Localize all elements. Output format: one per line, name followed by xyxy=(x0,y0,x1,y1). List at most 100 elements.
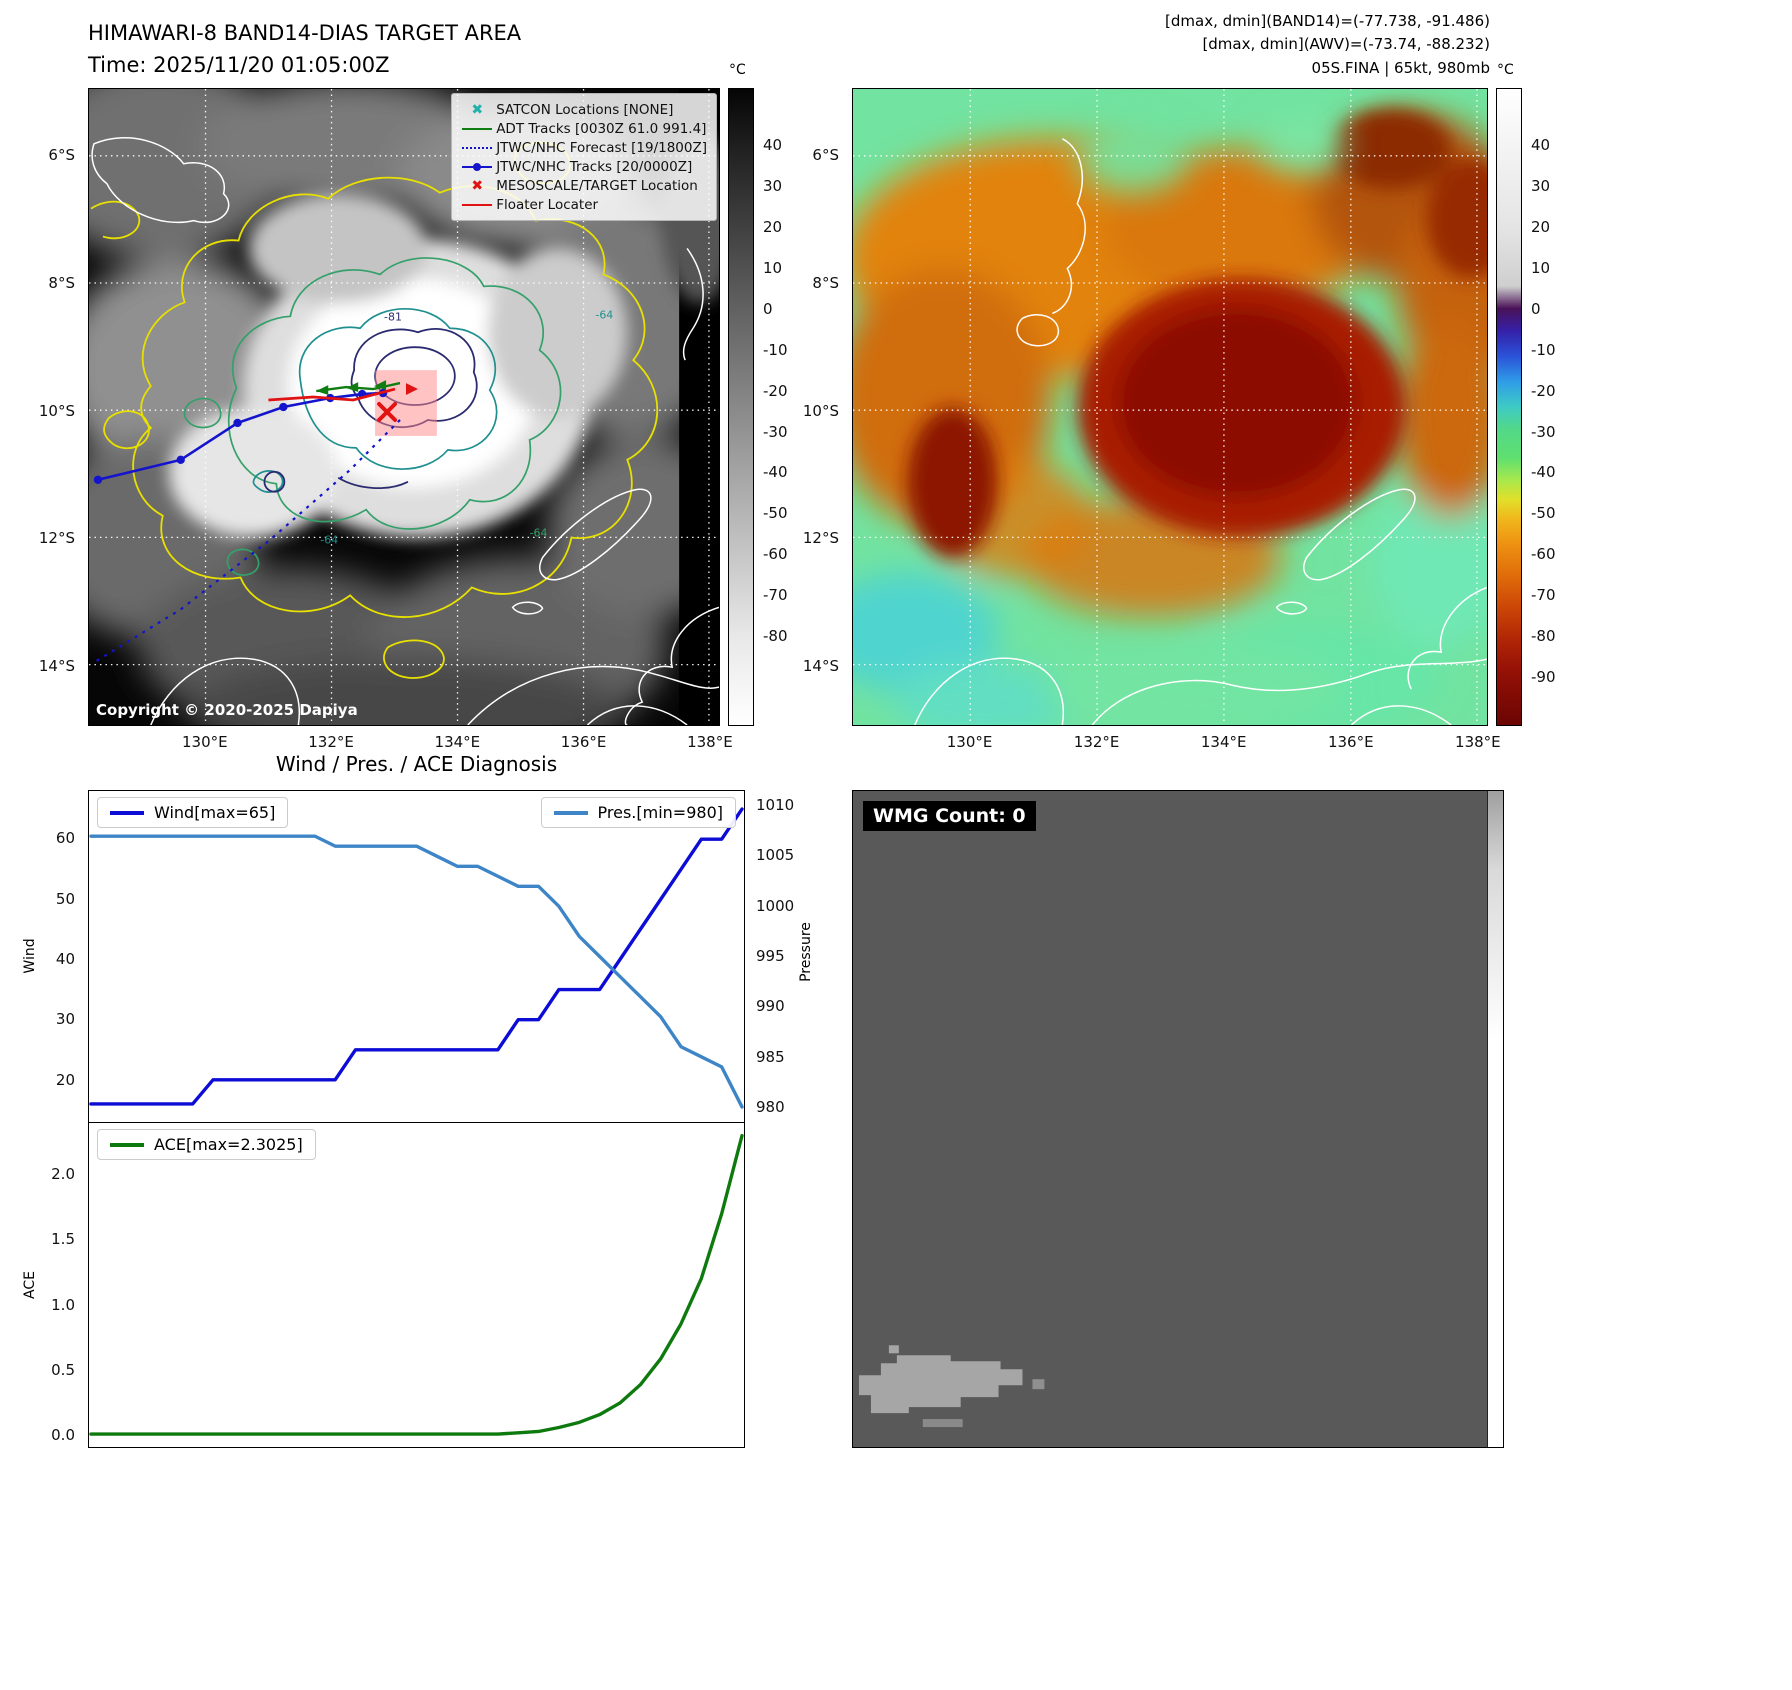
tick-label: 40 xyxy=(55,950,75,969)
title-line-2: Time: 2025/11/20 01:05:00Z xyxy=(88,52,390,77)
tick-label: 8°S xyxy=(48,273,75,292)
forecast-dotted-line-icon xyxy=(458,146,496,149)
title-line-1: HIMAWARI-8 BAND14-DIAS TARGET AREA xyxy=(88,21,522,45)
legend-label: Floater Locater xyxy=(496,196,599,213)
mesoscale-target-area xyxy=(375,370,437,436)
wind-series-line xyxy=(89,807,744,1106)
wind-legend-label: Wind[max=65] xyxy=(154,803,276,822)
pressure-axis-label: Pressure xyxy=(798,922,814,982)
tick-label: 40 xyxy=(763,136,783,155)
figure-title: HIMAWARI-8 BAND14-DIAS TARGET AREA Time:… xyxy=(88,18,521,81)
contours-green xyxy=(183,257,562,576)
tick-label: 2.0 xyxy=(51,1165,75,1184)
tick-label: -40 xyxy=(763,463,788,482)
wmg-cloud-blob xyxy=(858,1355,1023,1414)
wind-axis-ticks: 20 30 40 50 60 xyxy=(40,790,82,1122)
grid-lines xyxy=(853,89,1487,725)
tick-label: 20 xyxy=(1531,218,1551,237)
tick-label: -90 xyxy=(1531,667,1556,686)
wmg-count-badge: WMG Count: 0 xyxy=(863,801,1036,831)
wmg-panel: WMG Count: 0 xyxy=(852,790,1504,1448)
adt-line-icon xyxy=(458,127,496,130)
legend-label: SATCON Locations [NONE] xyxy=(496,101,674,118)
pressure-axis-ticks: 980 985 990 995 1000 1005 1010 xyxy=(749,790,795,1122)
band14-colorbar-ticks: 40 30 20 10 0 -10 -20 -30 -40 -50 -60 -70 -80 xyxy=(756,88,798,726)
tick-label: 1010 xyxy=(756,796,795,815)
tick-label: 995 xyxy=(756,947,785,965)
ace-axis-ticks: 0.0 0.5 1.0 1.5 2.0 xyxy=(40,1122,82,1448)
tick-label: 1.5 xyxy=(51,1230,75,1249)
coastlines xyxy=(91,137,719,725)
floater-line-icon xyxy=(458,203,496,206)
tick-label: 130°E xyxy=(181,733,228,751)
ace-legend: ACE[max=2.3025] xyxy=(97,1129,316,1160)
tick-label: 20 xyxy=(763,218,783,237)
copyright-text: Copyright © 2020-2025 Dapiya xyxy=(96,701,358,719)
legend-item: ADT Tracks [0030Z 61.0 991.4] xyxy=(458,119,707,138)
legend-item: JTWC/NHC Forecast [19/1800Z] xyxy=(458,138,707,157)
wmg-image xyxy=(853,791,1503,1447)
tick-label: 10 xyxy=(1531,258,1551,277)
tick-label: 136°E xyxy=(1327,733,1374,751)
legend-label: JTWC/NHC Tracks [20/0000Z] xyxy=(496,158,693,175)
tick-label: 6°S xyxy=(812,146,839,165)
legend-item: ✖ MESOSCALE/TARGET Location xyxy=(458,176,707,195)
tick-label: 14°S xyxy=(38,656,75,675)
awv-satellite-image xyxy=(853,89,1487,725)
contour-label: -81 xyxy=(384,310,402,323)
tick-label: 138°E xyxy=(687,733,733,751)
ace-line-icon xyxy=(110,1142,144,1147)
tick-label: -20 xyxy=(1531,381,1556,400)
tick-label: 60 xyxy=(55,829,75,848)
tick-label: 132°E xyxy=(308,733,354,751)
tick-label: 30 xyxy=(1531,177,1551,196)
tick-label: 30 xyxy=(763,177,783,196)
ace-chart: ACE[max=2.3025] xyxy=(88,1122,745,1448)
pressure-line-icon xyxy=(553,810,588,815)
tick-label: 8°S xyxy=(812,273,839,292)
tick-label: 130°E xyxy=(946,733,993,751)
awv-colorbar xyxy=(1496,88,1522,726)
legend-item: JTWC/NHC Tracks [20/0000Z] xyxy=(458,157,707,176)
tick-label: 10 xyxy=(763,258,783,277)
tick-label: 12°S xyxy=(802,529,839,548)
jtwc-forecast-line xyxy=(95,419,401,663)
tick-label: 12°S xyxy=(38,529,75,548)
tick-label: 1.0 xyxy=(51,1295,75,1314)
tick-label: 40 xyxy=(1531,136,1551,155)
tick-label: -30 xyxy=(1531,422,1556,441)
pressure-legend: Pres.[min=980] xyxy=(540,797,736,828)
awv-lat-axis: 6°S 8°S 10°S 12°S 14°S xyxy=(800,88,846,726)
awv-lon-axis: 130°E 132°E 134°E 136°E 138°E xyxy=(852,728,1501,754)
tick-label: 1005 xyxy=(756,846,795,865)
ace-legend-label: ACE[max=2.3025] xyxy=(154,1135,303,1154)
wind-pressure-chart: Wind[max=65] Pres.[min=980] xyxy=(88,790,745,1122)
awv-cold-core xyxy=(907,108,1487,558)
tick-label: 30 xyxy=(55,1010,75,1029)
tick-label: 134°E xyxy=(434,733,481,751)
contour-label: -64 xyxy=(595,308,613,321)
legend-label: MESOSCALE/TARGET Location xyxy=(496,177,698,194)
wmg-colorbar-strip xyxy=(1487,791,1503,1447)
tick-label: 10°S xyxy=(38,401,75,420)
ace-axis-label: ACE xyxy=(22,1271,38,1299)
tick-label: -40 xyxy=(1531,463,1556,482)
tick-label: 1000 xyxy=(756,896,795,915)
track-line-dot-icon xyxy=(458,165,496,168)
dmax-awv-text: [dmax, dmin](AWV)=(-73.74, -88.232) xyxy=(1202,35,1490,54)
mesoscale-x-icon: ✖ xyxy=(471,177,484,194)
tick-label: -20 xyxy=(763,381,788,400)
coastlines xyxy=(914,138,1487,725)
legend-item: Floater Locater xyxy=(458,195,707,214)
band14-colorbar-unit: °C xyxy=(729,62,746,78)
tick-label: 6°S xyxy=(48,146,75,165)
awv-color-field xyxy=(853,113,1487,725)
tick-label: 0 xyxy=(763,299,773,318)
contour-label: -64 xyxy=(530,527,548,540)
tick-label: -80 xyxy=(763,627,788,646)
contour-label: -64 xyxy=(320,534,338,547)
tick-label: 14°S xyxy=(802,656,839,675)
pressure-legend-label: Pres.[min=980] xyxy=(597,803,723,822)
grid-lines xyxy=(89,89,719,725)
dmax-band14-text: [dmax, dmin](BAND14)=(-77.738, -91.486) xyxy=(1165,12,1490,30)
